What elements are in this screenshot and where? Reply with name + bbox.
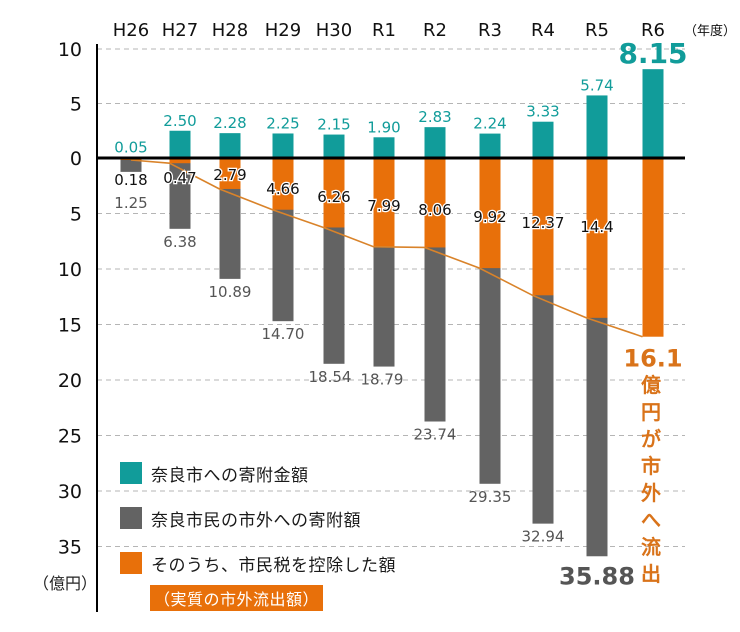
bar-tax-deducted	[532, 158, 554, 296]
bar-donations-to-nara	[642, 69, 664, 158]
data-label-donations: 3.33	[526, 103, 559, 121]
bar-tax-deducted	[424, 158, 446, 248]
legend-item-tax-deducted: そのうち、市民税を控除した額	[120, 552, 396, 576]
bar-donations-to-nara	[219, 133, 241, 158]
y-tick-label: 10	[58, 259, 82, 281]
legend-label: 奈良市民の市外への寄附額	[151, 510, 361, 531]
annotation-char: 流	[641, 535, 661, 559]
data-label-tax-deducted: 0.47	[163, 169, 196, 187]
bar-tax-deducted	[373, 158, 395, 247]
y-tick-label: 20	[58, 370, 82, 392]
data-label-donations: 2.25	[266, 114, 299, 132]
data-label-outflow-donations: 18.79	[361, 371, 404, 389]
x-axis-unit-label: （年度）	[684, 23, 736, 39]
data-label-outflow-donations: 35.88	[559, 562, 635, 590]
data-label-donations: 2.83	[418, 108, 451, 126]
y-tick-label: 15	[58, 315, 82, 337]
data-label-donations: 2.24	[473, 115, 506, 133]
x-tick-label: H29	[265, 20, 301, 41]
trend-line-tax-deducted	[130, 159, 643, 338]
data-label-donations: 2.50	[163, 112, 196, 130]
bar-tax-deducted	[323, 158, 345, 228]
bar-tax-deducted	[272, 158, 294, 210]
legend-label: そのうち、市民税を控除した額	[151, 555, 396, 576]
bar-donations-to-nara	[424, 127, 446, 158]
data-label-outflow-donations: 1.25	[114, 194, 147, 212]
bar-tax-deducted	[586, 158, 608, 318]
data-label-tax-deducted: 4.66	[266, 180, 299, 198]
data-label-tax-deducted: 7.99	[367, 197, 400, 215]
legend-swatch-orange	[120, 552, 142, 574]
x-tick-label: R3	[478, 20, 502, 41]
bar-tax-deducted	[479, 158, 501, 269]
bar-donations-to-nara	[532, 121, 554, 158]
y-axis-unit-label: （億円）	[33, 574, 98, 593]
y-tick-label: 5	[70, 204, 82, 226]
data-label-donations: 2.15	[317, 116, 350, 134]
data-label-outflow-donations: 14.70	[262, 325, 305, 343]
legend-item-donations-to-nara: 奈良市への寄附金額	[120, 462, 396, 486]
data-label-tax-deducted: 0.18	[114, 171, 147, 189]
legend-note: （実質の市外流出額）	[150, 585, 324, 611]
x-tick-label: R2	[423, 20, 447, 41]
annotation-char: 出	[641, 562, 661, 586]
bar-outflow-donations	[169, 158, 191, 229]
data-label-outflow-donations: 10.89	[209, 283, 252, 301]
data-label-donations: 8.15	[618, 37, 687, 70]
legend-label: 奈良市への寄附金額	[151, 465, 309, 486]
legend-swatch-gray	[120, 507, 142, 529]
legend: 奈良市への寄附金額 奈良市民の市外への寄附額 そのうち、市民税を控除した額	[120, 462, 396, 597]
bar-donations-to-nara	[373, 137, 395, 158]
data-label-tax-deducted: 8.06	[418, 201, 451, 219]
x-tick-label: R6	[641, 20, 665, 41]
data-label-tax-deducted: 6.26	[317, 188, 350, 206]
data-label-outflow-donations: 6.38	[163, 233, 196, 251]
bar-tax-deducted	[169, 158, 191, 164]
annotation-char: 市	[641, 454, 661, 478]
annotation-char: へ	[641, 508, 661, 532]
x-tick-label: H28	[212, 20, 248, 41]
data-label-outflow-donations: 29.35	[469, 488, 512, 506]
bar-tax-deducted	[642, 158, 664, 337]
data-label-donations: 5.74	[580, 76, 613, 94]
bar-tax-deducted	[219, 158, 241, 189]
bar-donations-to-nara	[169, 130, 191, 158]
data-label-tax-deducted: 14.4	[580, 218, 613, 236]
data-label-outflow-donations: 18.54	[309, 368, 352, 386]
annotation-char: 億	[641, 373, 661, 397]
y-tick-label: 5	[70, 94, 82, 116]
y-tick-label: 30	[58, 481, 82, 503]
y-tick-label: 35	[58, 537, 82, 559]
data-label-tax-deducted: 2.79	[213, 166, 246, 184]
x-tick-label: H27	[162, 20, 198, 41]
x-tick-label: H30	[316, 20, 352, 41]
x-tick-label: H26	[113, 20, 149, 41]
data-label-outflow-donations: 32.94	[522, 528, 565, 546]
x-tick-label: R5	[585, 20, 609, 41]
x-tick-label: R4	[531, 20, 555, 41]
bar-donations-to-nara	[323, 134, 345, 158]
data-label-donations: 0.05	[114, 138, 147, 156]
y-tick-label: 10	[58, 39, 82, 61]
x-tick-label: R1	[372, 20, 396, 41]
bar-donations-to-nara	[586, 95, 608, 158]
legend-item-outflow-donations: 奈良市民の市外への寄附額	[120, 507, 396, 531]
data-label-outflow-donations: 23.74	[414, 426, 457, 444]
annotation-char: 外	[641, 481, 661, 505]
annotation-outflow-text: 億 円 が 市 外 へ 流 出	[636, 372, 666, 588]
data-label-tax-deducted: 9.92	[473, 208, 506, 226]
data-label-tax-deducted-highlight: 16.1	[623, 345, 682, 373]
bar-donations-to-nara	[479, 133, 501, 158]
legend-swatch-teal	[120, 462, 142, 484]
y-tick-label: 0	[70, 148, 82, 170]
data-label-donations: 2.28	[213, 114, 246, 132]
annotation-char: が	[641, 427, 661, 451]
y-tick-label: 25	[58, 426, 82, 448]
data-label-tax-deducted: 12.37	[522, 214, 565, 232]
annotation-char: 円	[641, 400, 661, 424]
bar-donations-to-nara	[272, 133, 294, 158]
bar-outflow-donations	[120, 158, 142, 172]
data-label-donations: 1.90	[367, 118, 400, 136]
